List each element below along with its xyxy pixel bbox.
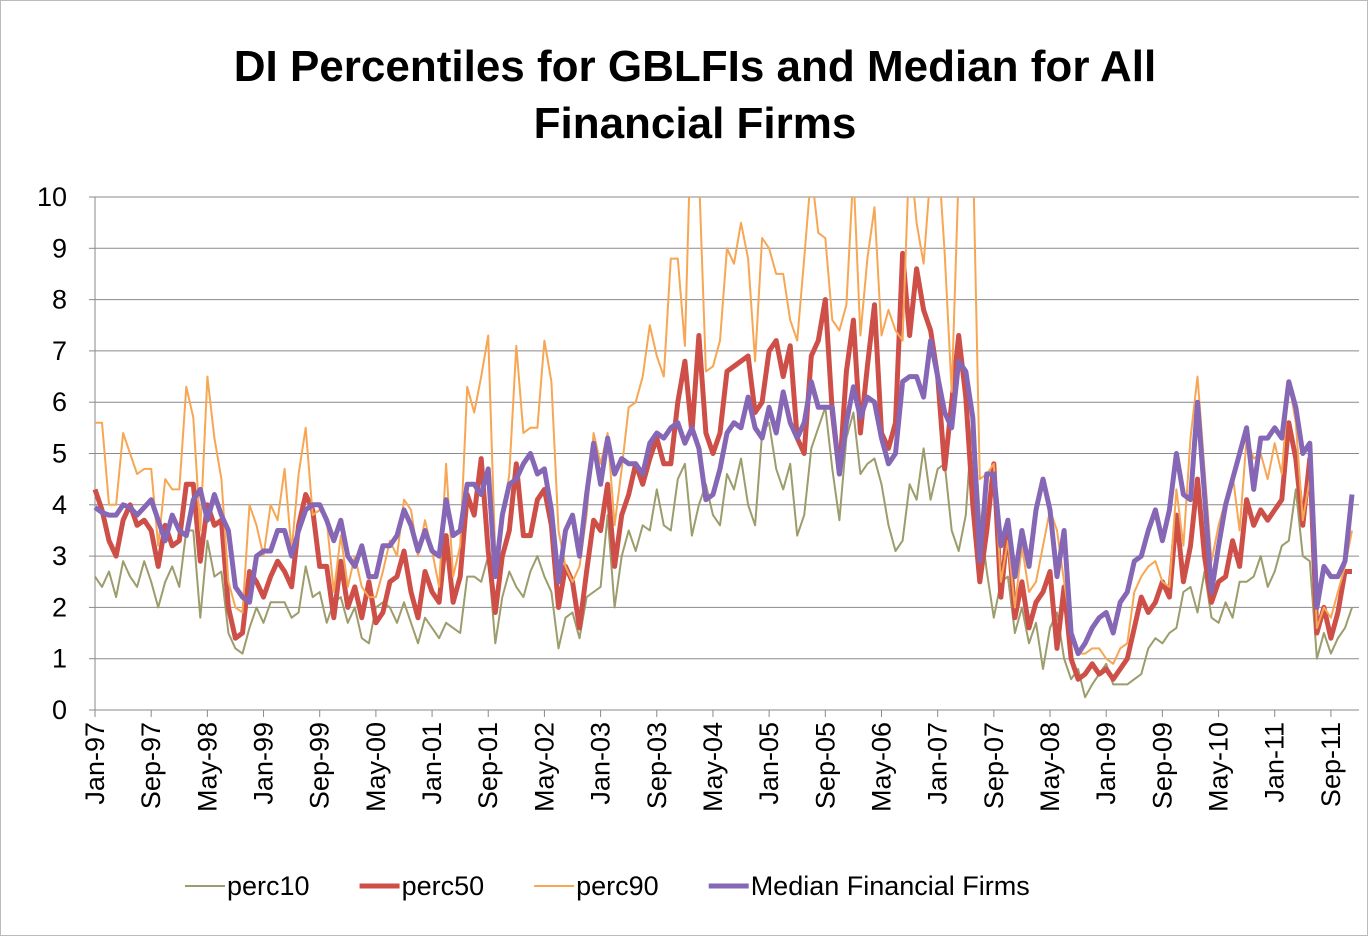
x-tick-label: May-06	[866, 722, 896, 812]
x-tick-label: Jan-11	[1260, 722, 1290, 803]
y-tick-label: 7	[52, 336, 67, 366]
x-tick-label: Sep-07	[979, 722, 1009, 809]
x-tick-label: May-10	[1204, 722, 1234, 812]
x-tick-label: Jan-99	[249, 722, 279, 805]
series-line	[93, 338, 1355, 657]
x-tick-label: Sep-11	[1316, 722, 1346, 807]
y-tick-label: 3	[52, 541, 67, 571]
x-tick-label: Sep-99	[305, 722, 335, 809]
x-tick-label: Sep-05	[810, 722, 840, 809]
x-tick-label: Jan-01	[417, 722, 447, 805]
x-tick-label: Sep-03	[642, 722, 672, 809]
x-tick-label: May-08	[1035, 722, 1065, 812]
x-tick-label: Jan-07	[923, 722, 953, 805]
x-tick-label: May-98	[192, 722, 222, 812]
series-line	[94, 406, 1353, 699]
y-tick-label: 1	[52, 644, 67, 674]
y-tick-label: 2	[52, 592, 67, 622]
y-tick-label: 10	[37, 182, 67, 212]
y-tick-label: 4	[52, 490, 67, 520]
y-tick-label: 9	[52, 233, 67, 263]
x-tick-label: Jan-97	[80, 722, 110, 805]
legend-label: perc50	[402, 871, 485, 901]
legend-label: Median Financial Firms	[751, 871, 1030, 901]
series-line	[92, 250, 1352, 682]
y-tick-label: 5	[52, 439, 67, 469]
x-tick-label: Sep-97	[136, 722, 166, 809]
series-line	[95, 197, 1353, 665]
chart-title: DI Percentiles for GBLFIs and Median for…	[233, 42, 1157, 148]
x-tick-label: Sep-09	[1147, 722, 1177, 809]
x-tick-label: May-00	[361, 722, 391, 812]
y-tick-label: 8	[52, 285, 67, 315]
y-tick-label: 0	[52, 695, 67, 725]
x-tick-label: Sep-01	[473, 722, 503, 809]
y-tick-label: 6	[52, 387, 67, 417]
x-tick-label: May-04	[698, 722, 728, 812]
legend-label: perc90	[576, 871, 659, 901]
x-tick-label: Jan-03	[586, 722, 616, 805]
x-tick-label: Jan-09	[1091, 722, 1121, 805]
x-tick-label: May-02	[529, 722, 559, 812]
x-tick-label: Jan-05	[754, 722, 784, 805]
legend-label: perc10	[227, 871, 310, 901]
